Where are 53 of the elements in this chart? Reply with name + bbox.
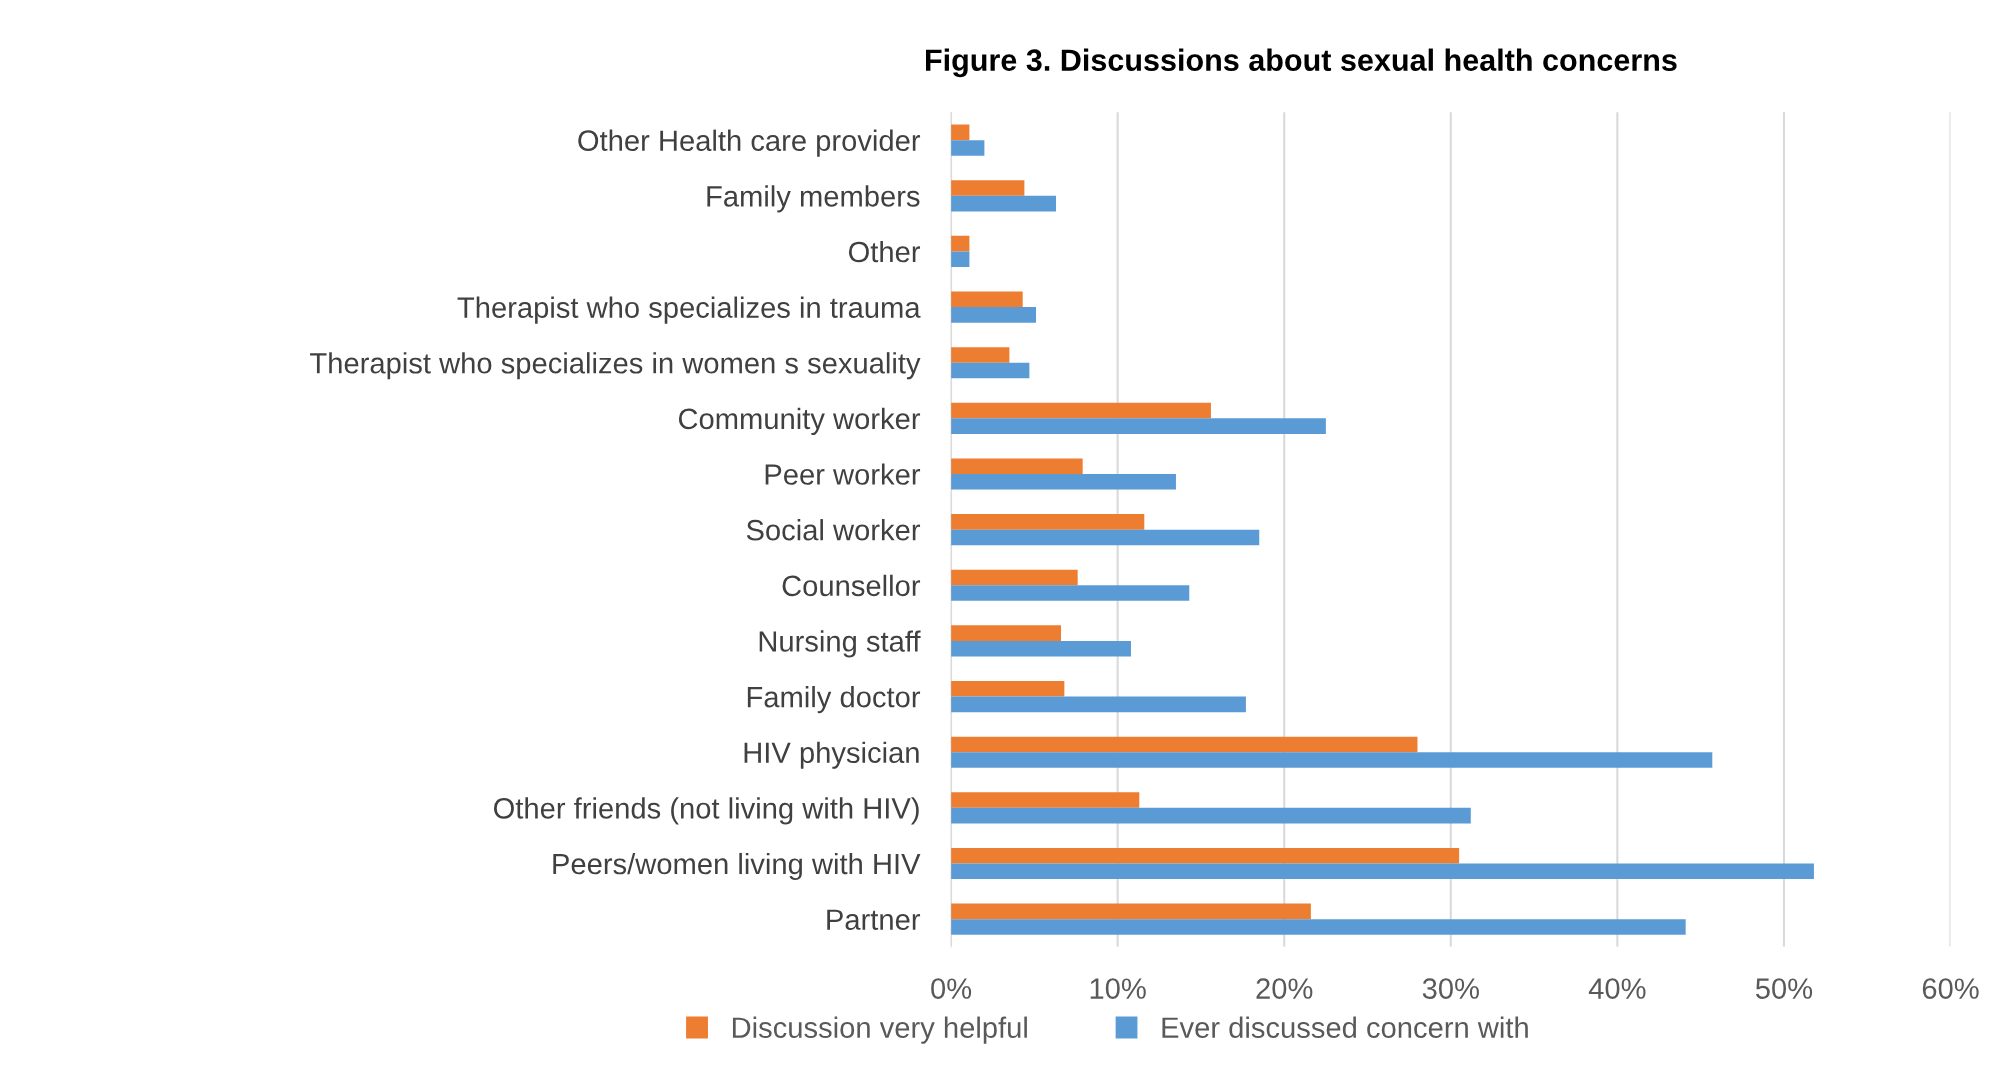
bar — [951, 585, 1190, 601]
bar — [951, 919, 1686, 935]
bar — [951, 529, 1260, 546]
bar — [951, 347, 1010, 363]
bar — [951, 863, 1814, 880]
bar — [951, 474, 1176, 490]
y-tick-label: Peers/women living with HIV — [553, 852, 921, 881]
bar — [951, 402, 1211, 419]
legend-label: Ever discussed concern with — [1162, 1016, 1528, 1038]
y-tick-label: Community worker — [678, 407, 921, 435]
bar — [951, 569, 1078, 586]
bar — [951, 180, 1025, 196]
bar — [951, 195, 1057, 212]
y-tick-label: Counsellor — [782, 574, 921, 597]
bar — [951, 625, 1062, 641]
x-tick-label: 30% — [1422, 978, 1479, 999]
bar — [951, 792, 1140, 808]
y-tick-label: Peer worker — [765, 463, 921, 485]
bar — [951, 807, 1471, 824]
y-tick-label: Therapist who specializes in women s sexuality — [310, 352, 921, 380]
x-tick-label: 60% — [1922, 978, 1979, 999]
y-tick-label: HIV physician — [744, 741, 919, 769]
bar — [951, 903, 1311, 920]
x-tick-label: 40% — [1588, 978, 1646, 999]
bar — [951, 418, 1326, 434]
bar — [951, 736, 1418, 753]
bar — [951, 640, 1131, 657]
x-tick-label: 0% — [931, 978, 972, 999]
y-tick-label: Other — [848, 240, 921, 263]
y-tick-label: Family members — [707, 185, 920, 213]
bar — [951, 680, 1065, 697]
bar — [951, 291, 1023, 308]
y-tick-label: Other Health care provider — [578, 129, 921, 157]
bar — [951, 140, 985, 156]
bar — [951, 514, 1145, 530]
bar — [951, 752, 1713, 768]
x-tick-label: 50% — [1755, 978, 1813, 999]
bar — [951, 251, 970, 268]
chart-title: Figure 3. Discussions about sexual health concerns — [926, 48, 1677, 78]
bar — [951, 458, 1083, 475]
y-tick-label: Therapist who specializes in trauma — [457, 296, 921, 324]
y-tick-label: Nursing staff — [759, 630, 921, 658]
bar — [951, 696, 1246, 713]
y-tick-label: Family doctor — [747, 686, 921, 714]
legend-label: Discussion very helpful — [732, 1016, 1027, 1044]
bar — [951, 362, 1030, 379]
x-tick-label: 20% — [1256, 978, 1313, 999]
y-tick-label: Social worker — [746, 519, 921, 541]
y-tick-label: Other friends (not living with HIV) — [494, 797, 919, 825]
bar — [951, 847, 1460, 864]
bar — [951, 307, 1037, 323]
x-tick-label: 10% — [1090, 978, 1146, 999]
y-tick-label: Partner — [827, 909, 921, 930]
